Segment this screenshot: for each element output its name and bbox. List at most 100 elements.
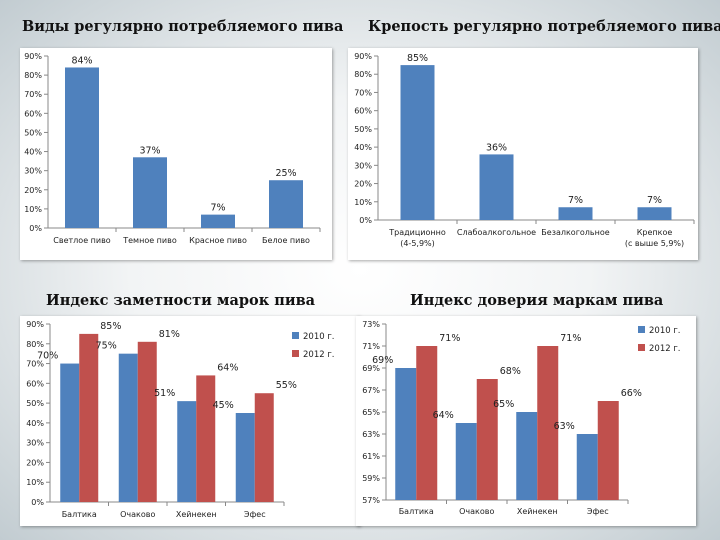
category-label: Очаково [120, 510, 155, 519]
bar [65, 67, 99, 228]
data-label: 71% [560, 333, 581, 344]
y-tick-label: 60% [354, 107, 372, 116]
category-label: Безалкогольное [541, 228, 609, 237]
brand-awareness-chart: 0% 10% 20% 30% 40% 50% 60% 70% 80% 90% 70% 85% Балти… [20, 316, 360, 526]
data-label: 69% [372, 355, 393, 366]
data-label: 71% [439, 333, 460, 344]
y-tick-label: 71% [362, 342, 380, 351]
y-tick-label: 50% [24, 128, 42, 137]
y-tick-label: 90% [26, 320, 44, 329]
category-label: Хейнекен [517, 507, 558, 516]
data-label: 7% [647, 195, 662, 206]
data-label: 25% [275, 168, 296, 179]
y-tick-label: 0% [29, 224, 42, 233]
chart-title-beer-strength: Крепость регулярно потребляемого пива [368, 18, 720, 35]
category-label: Светлое пиво [53, 236, 111, 245]
bar [196, 375, 216, 502]
category-label: Красное пиво [189, 236, 247, 245]
legend-swatch [292, 332, 299, 339]
bar [133, 157, 167, 228]
data-label: 70% [37, 351, 58, 362]
y-tick-label: 67% [362, 386, 380, 395]
category-label: Традиционно [388, 228, 446, 237]
chart-svg: 0% 10% 20% 30% 40% 50% 60% 70% 80% 90% 70% 85% Балти… [26, 320, 335, 519]
y-tick-label: 20% [24, 186, 42, 195]
y-tick-label: 30% [24, 167, 42, 176]
legend-swatch [638, 326, 645, 333]
bar [269, 180, 303, 228]
y-tick-label: 50% [354, 125, 372, 134]
legend-label: 2012 г. [303, 350, 335, 360]
chart-svg: 57% 59% 61% 63% 65% 67% 69% 71% 73% 69% 71% Балтика… [362, 320, 681, 516]
bar [558, 207, 593, 220]
bar [118, 353, 138, 502]
data-label: 51% [154, 388, 175, 399]
category-label: Эфес [587, 507, 609, 516]
data-label: 66% [621, 388, 642, 399]
y-tick-label: 65% [362, 408, 380, 417]
data-label: 84% [71, 55, 92, 66]
y-tick-label: 90% [24, 52, 42, 61]
y-tick-label: 61% [362, 452, 380, 461]
y-tick-label: 80% [26, 340, 44, 349]
chart-title-brand-trust: Индекс доверия маркам пива [410, 292, 664, 309]
bar [476, 379, 498, 500]
y-tick-label: 59% [362, 474, 380, 483]
category-label: Балтика [62, 510, 97, 519]
y-tick-label: 20% [354, 180, 372, 189]
y-tick-label: 70% [24, 90, 42, 99]
y-tick-label: 57% [362, 496, 380, 505]
category-label: Эфес [244, 510, 266, 519]
data-label: 55% [276, 380, 297, 391]
y-tick-label: 20% [26, 458, 44, 467]
y-tick-label: 40% [354, 143, 372, 152]
data-label: 45% [213, 400, 234, 411]
chart-title-beer-types: Виды регулярно потребляемого пива [22, 18, 344, 35]
data-label: 7% [210, 203, 225, 214]
legend-label: 2010 г. [303, 332, 335, 342]
brand-trust-chart: 57% 59% 61% 63% 65% 67% 69% 71% 73% 69% 71% Балтика… [356, 316, 696, 526]
y-tick-label: 69% [362, 364, 380, 373]
data-label: 65% [493, 399, 514, 410]
legend-label: 2010 г. [649, 326, 681, 336]
y-tick-label: 80% [24, 71, 42, 80]
bar [235, 413, 255, 502]
category-label: (4-5,9%) [400, 239, 435, 248]
bar [637, 207, 672, 220]
y-tick-label: 30% [354, 161, 372, 170]
y-tick-label: 10% [26, 478, 44, 487]
chart-svg: 0% 10% 20% 30% 40% 50% 60% 70% 80% 90% 85% Традицио… [354, 52, 695, 248]
y-tick-label: 60% [24, 109, 42, 118]
bar [79, 333, 99, 502]
data-label: 64% [217, 362, 238, 373]
bar [597, 401, 619, 500]
data-label: 7% [568, 195, 583, 206]
y-tick-label: 0% [359, 216, 372, 225]
bar [516, 412, 538, 500]
category-label: Слабоалкогольное [457, 228, 536, 237]
bar [400, 65, 435, 220]
bar [416, 346, 438, 500]
data-label: 85% [407, 53, 428, 64]
category-label: Белое пиво [262, 236, 310, 245]
data-label: 85% [100, 321, 121, 332]
y-tick-label: 10% [24, 205, 42, 214]
y-tick-label: 90% [354, 52, 372, 61]
chart-svg: 0% 10% 20% 30% 40% 50% 60% 70% 80% 90% 84% Светлое … [24, 52, 321, 245]
y-tick-label: 63% [362, 430, 380, 439]
y-tick-label: 60% [26, 379, 44, 388]
bar [60, 363, 80, 502]
bar [254, 393, 274, 502]
y-tick-label: 10% [354, 198, 372, 207]
data-label: 37% [139, 145, 160, 156]
bar [177, 401, 197, 502]
y-tick-label: 40% [26, 419, 44, 428]
y-tick-label: 80% [354, 70, 372, 79]
category-label: Крепкое [637, 228, 673, 237]
category-label: Балтика [399, 507, 434, 516]
data-label: 36% [486, 142, 507, 153]
beer-types-chart: 0% 10% 20% 30% 40% 50% 60% 70% 80% 90% 84% Светлое … [20, 48, 332, 260]
bar [137, 341, 157, 502]
category-label: (с выше 5,9%) [625, 239, 684, 248]
data-label: 64% [433, 410, 454, 421]
